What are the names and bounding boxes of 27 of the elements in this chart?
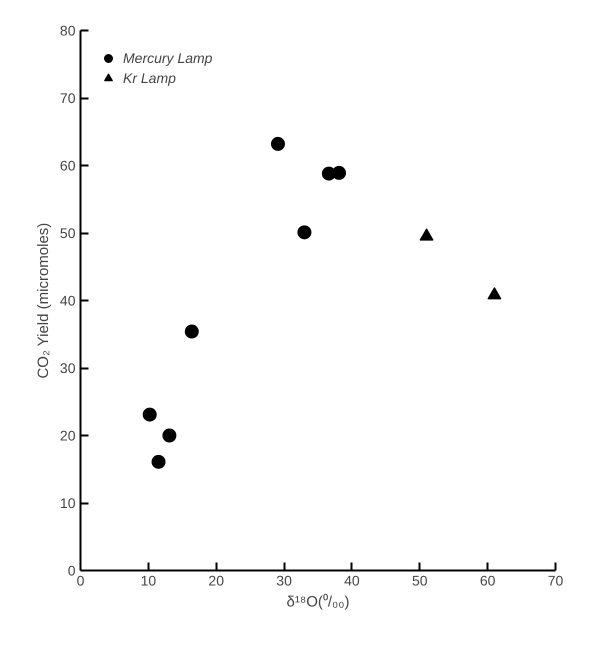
point bbox=[162, 428, 176, 442]
point bbox=[297, 225, 312, 240]
y-tick-label: 40 bbox=[60, 292, 76, 308]
legend-label: Mercury Lamp bbox=[123, 50, 212, 66]
x-tick-label: 50 bbox=[412, 572, 428, 588]
x-tick-label: 10 bbox=[140, 572, 156, 588]
x-tick-label: 40 bbox=[344, 572, 360, 588]
y-axis-title: CO₂ Yield (micromoles) bbox=[34, 222, 52, 379]
point bbox=[184, 324, 199, 339]
y-tick-label: 50 bbox=[60, 225, 76, 241]
legend-label: Kr Lamp bbox=[123, 70, 176, 86]
y-tick-label: 70 bbox=[60, 90, 76, 106]
y-tick-label: 30 bbox=[60, 360, 76, 376]
point bbox=[152, 454, 166, 469]
x-tick-label: 30 bbox=[276, 572, 292, 588]
x-tick-label: 20 bbox=[208, 572, 224, 588]
y-tick-label: 0 bbox=[68, 562, 76, 578]
y-tick-label: 80 bbox=[60, 22, 76, 38]
point bbox=[270, 136, 285, 151]
point bbox=[332, 166, 346, 180]
y-tick-label: 20 bbox=[60, 428, 76, 444]
x-tick-label: 60 bbox=[480, 572, 496, 588]
y-tick-label: 60 bbox=[60, 158, 76, 174]
point bbox=[142, 408, 157, 422]
y-tick-label: 10 bbox=[60, 495, 76, 511]
x-tick-label: 70 bbox=[548, 572, 564, 588]
x-axis-title: δ¹⁸O(⁰/₀₀) bbox=[286, 594, 350, 610]
